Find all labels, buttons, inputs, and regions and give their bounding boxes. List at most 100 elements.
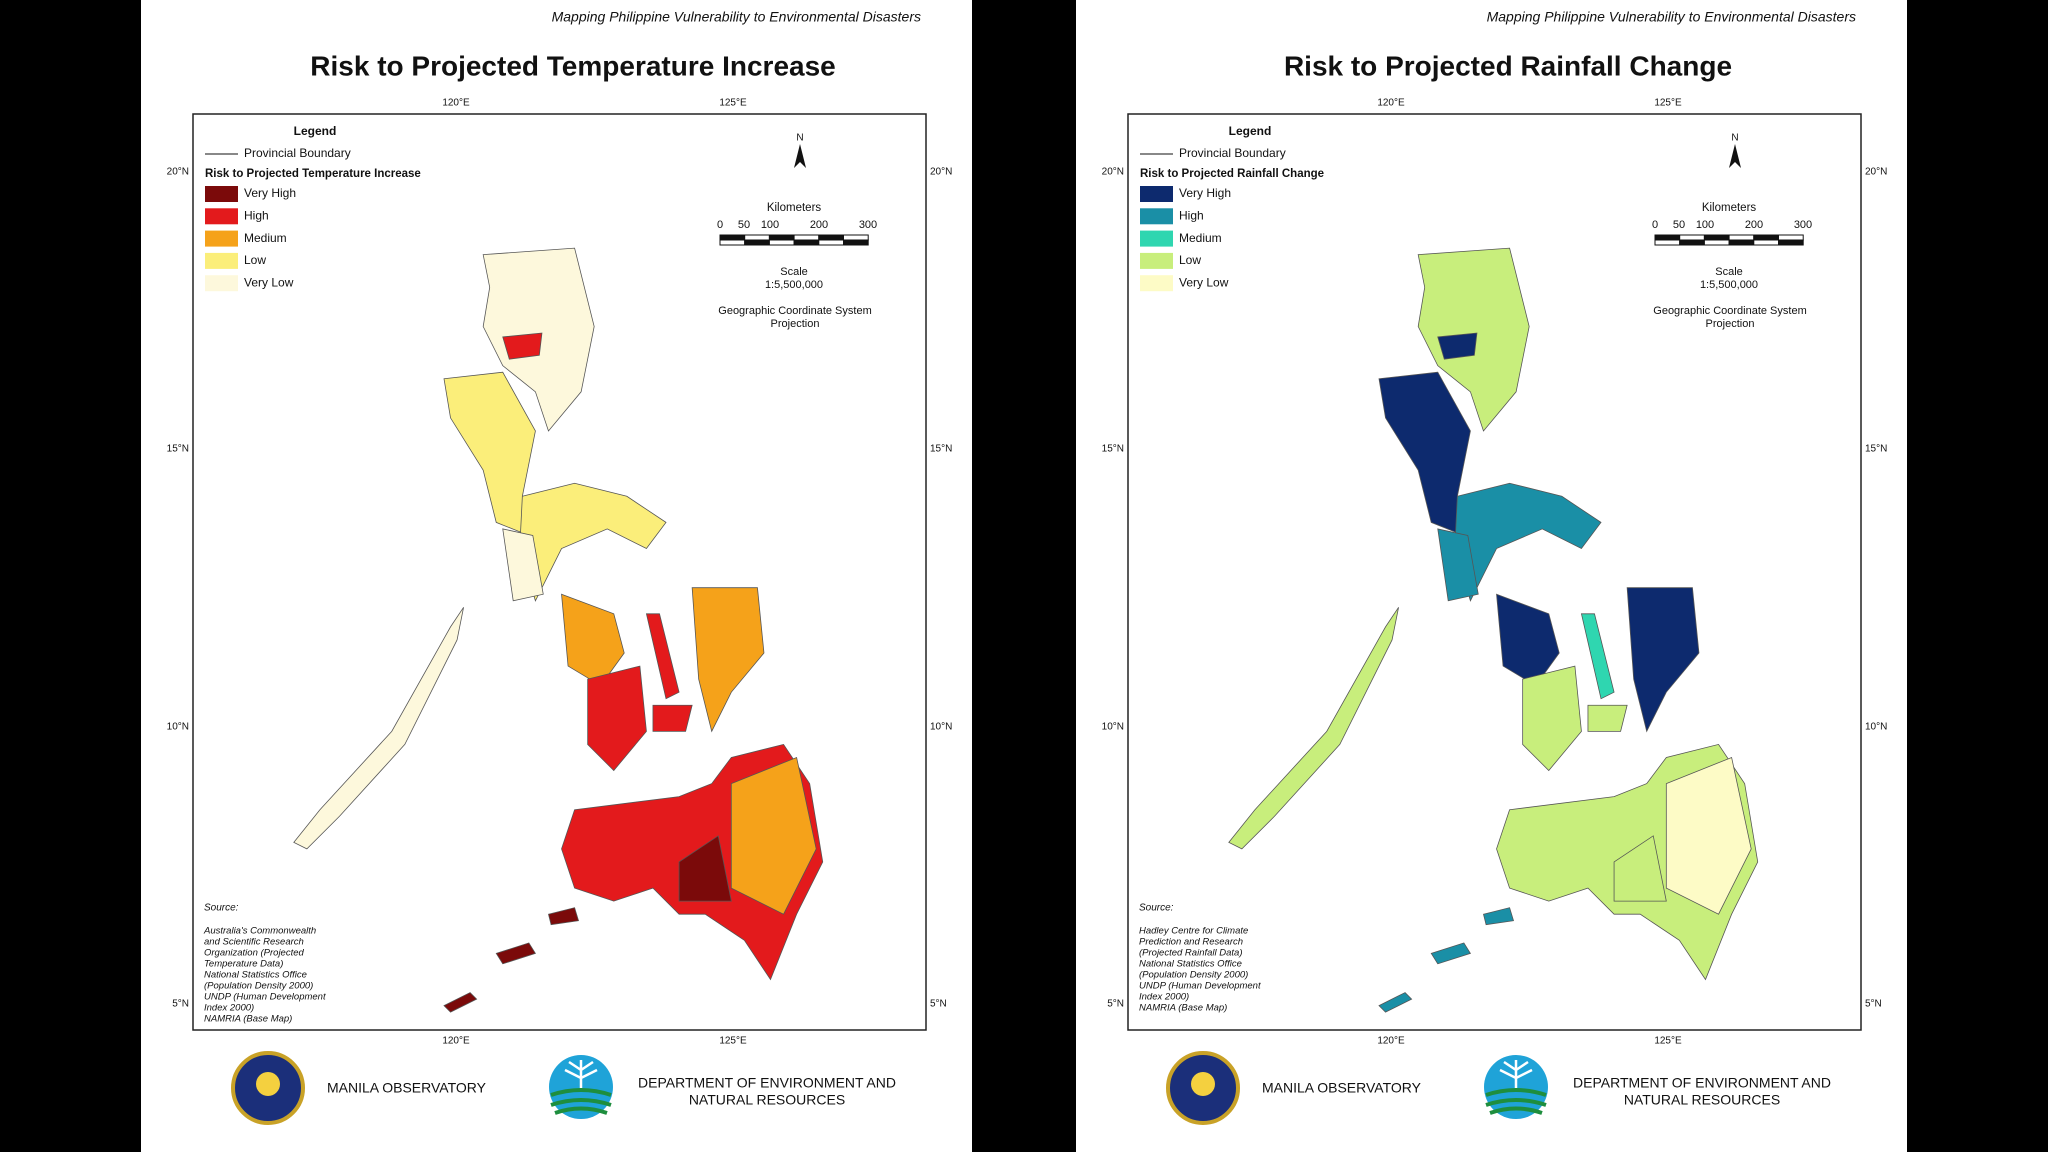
longitude-label: 125°E (1654, 98, 1682, 109)
scale-segment (744, 234, 770, 241)
legend-title: Legend (294, 124, 337, 138)
longitude-label: 120°E (1377, 98, 1405, 109)
scale-segment (1654, 234, 1681, 241)
source-line: UNDP (Human Development (204, 992, 326, 1003)
legend-swatch (205, 208, 238, 225)
latitude-label: 15°N (167, 444, 189, 455)
source-line: Prediction and Research (1139, 937, 1243, 948)
scale-title: Kilometers (767, 202, 822, 214)
province-region (502, 332, 543, 360)
denr-logo-tree (564, 1060, 598, 1088)
source-title: Source: (1139, 903, 1174, 914)
legend-label: Low (1179, 253, 1201, 267)
denr-logo-tree (1499, 1060, 1533, 1088)
province-region (495, 942, 537, 965)
map-frame (1127, 113, 1862, 1031)
province-region (293, 607, 464, 850)
scale-title: Kilometers (1702, 202, 1757, 214)
province-region (1665, 756, 1752, 915)
province-region (443, 992, 478, 1013)
legend-boundary-label: Provincial Boundary (244, 146, 351, 160)
legend-swatch (205, 252, 238, 269)
scale-segment (818, 239, 844, 246)
scale-segment (793, 234, 820, 241)
scale-label: 50 (738, 219, 750, 231)
scale-segment (1753, 239, 1779, 246)
latitude-label: 10°N (1102, 722, 1124, 733)
province-region (645, 613, 680, 700)
province-region (1587, 704, 1628, 732)
province-region (1482, 907, 1515, 926)
map-regions (1228, 247, 1759, 1013)
latitude-label: 20°N (1865, 167, 1887, 178)
scale-label: 100 (1696, 219, 1714, 231)
scale-label: 50 (1673, 219, 1685, 231)
longitude-label: 120°E (442, 1036, 470, 1047)
latitude-label: 10°N (1865, 722, 1887, 733)
province-region (1437, 528, 1479, 602)
scale-label: 200 (810, 219, 828, 231)
province-region (1496, 593, 1560, 687)
scale-segment (1679, 234, 1705, 241)
province-region (691, 587, 765, 733)
denr-logo-waves (1485, 1088, 1547, 1115)
source-line: National Statistics Office (1139, 959, 1242, 970)
legend-label: Low (244, 253, 266, 267)
projection: Projection (771, 318, 820, 330)
scale-segment (818, 234, 844, 241)
source-line: Organization (Projected (204, 948, 305, 959)
panel-background (1076, 0, 1907, 1152)
legend-swatch (205, 275, 238, 292)
scale-segment (768, 234, 795, 241)
source-line: NAMRIA (Base Map) (1139, 1003, 1227, 1014)
scale-label: 300 (859, 219, 877, 231)
scale-segment (1778, 239, 1804, 246)
header: Mapping Philippine Vulnerability to Envi… (1487, 9, 1856, 25)
org-name: DEPARTMENT OF ENVIRONMENT AND (1573, 1075, 1831, 1091)
source-line: (Projected Rainfall Data) (1139, 948, 1243, 959)
scale-segment (1703, 234, 1730, 241)
scale-segment (1753, 234, 1779, 241)
map-panel: Mapping Philippine Vulnerability to Envi… (1076, 0, 1907, 1152)
longitude-label: 125°E (1654, 1036, 1682, 1047)
legend-swatch (1140, 275, 1173, 292)
legend-label: High (1179, 208, 1204, 222)
map-panel: Mapping Philippine Vulnerability to Envi… (141, 0, 972, 1152)
latitude-label: 20°N (167, 167, 189, 178)
org-name: MANILA OBSERVATORY (327, 1080, 487, 1096)
scale-segment (843, 234, 869, 241)
latitude-label: 15°N (1865, 444, 1887, 455)
source-line: (Population Density 2000) (204, 981, 313, 992)
legend-title: Legend (1229, 124, 1272, 138)
latitude-label: 10°N (930, 722, 952, 733)
province-region (547, 907, 580, 926)
legend-swatch (1140, 230, 1173, 247)
legend-label: Medium (1179, 231, 1222, 245)
latitude-label: 5°N (1865, 999, 1882, 1010)
longitude-label: 120°E (1377, 1036, 1405, 1047)
map-frame (192, 113, 927, 1031)
latitude-label: 5°N (1107, 999, 1124, 1010)
source-line: NAMRIA (Base Map) (204, 1014, 292, 1025)
province-region (1522, 665, 1582, 772)
latitude-label: 10°N (167, 722, 189, 733)
legend-swatch (1140, 208, 1173, 225)
scale-segment (768, 239, 795, 246)
scale-segment (1728, 234, 1755, 241)
source-line: National Statistics Office (204, 970, 307, 981)
province-region (1430, 942, 1472, 965)
source-line: UNDP (Human Development (1139, 981, 1261, 992)
legend-boundary-label: Provincial Boundary (1179, 146, 1286, 160)
org-name: NATURAL RESOURCES (689, 1092, 845, 1108)
province-region (1580, 613, 1615, 700)
north-label: N (796, 133, 803, 144)
province-region (1613, 835, 1667, 902)
org-name: NATURAL RESOURCES (1624, 1092, 1780, 1108)
scale-text: Scale (780, 266, 808, 278)
scale-label: 0 (1652, 219, 1658, 231)
north-arrow (794, 144, 806, 168)
scale-segment (1679, 239, 1705, 246)
projection: Projection (1706, 318, 1755, 330)
scale-segment (719, 239, 746, 246)
province-region (730, 756, 817, 915)
